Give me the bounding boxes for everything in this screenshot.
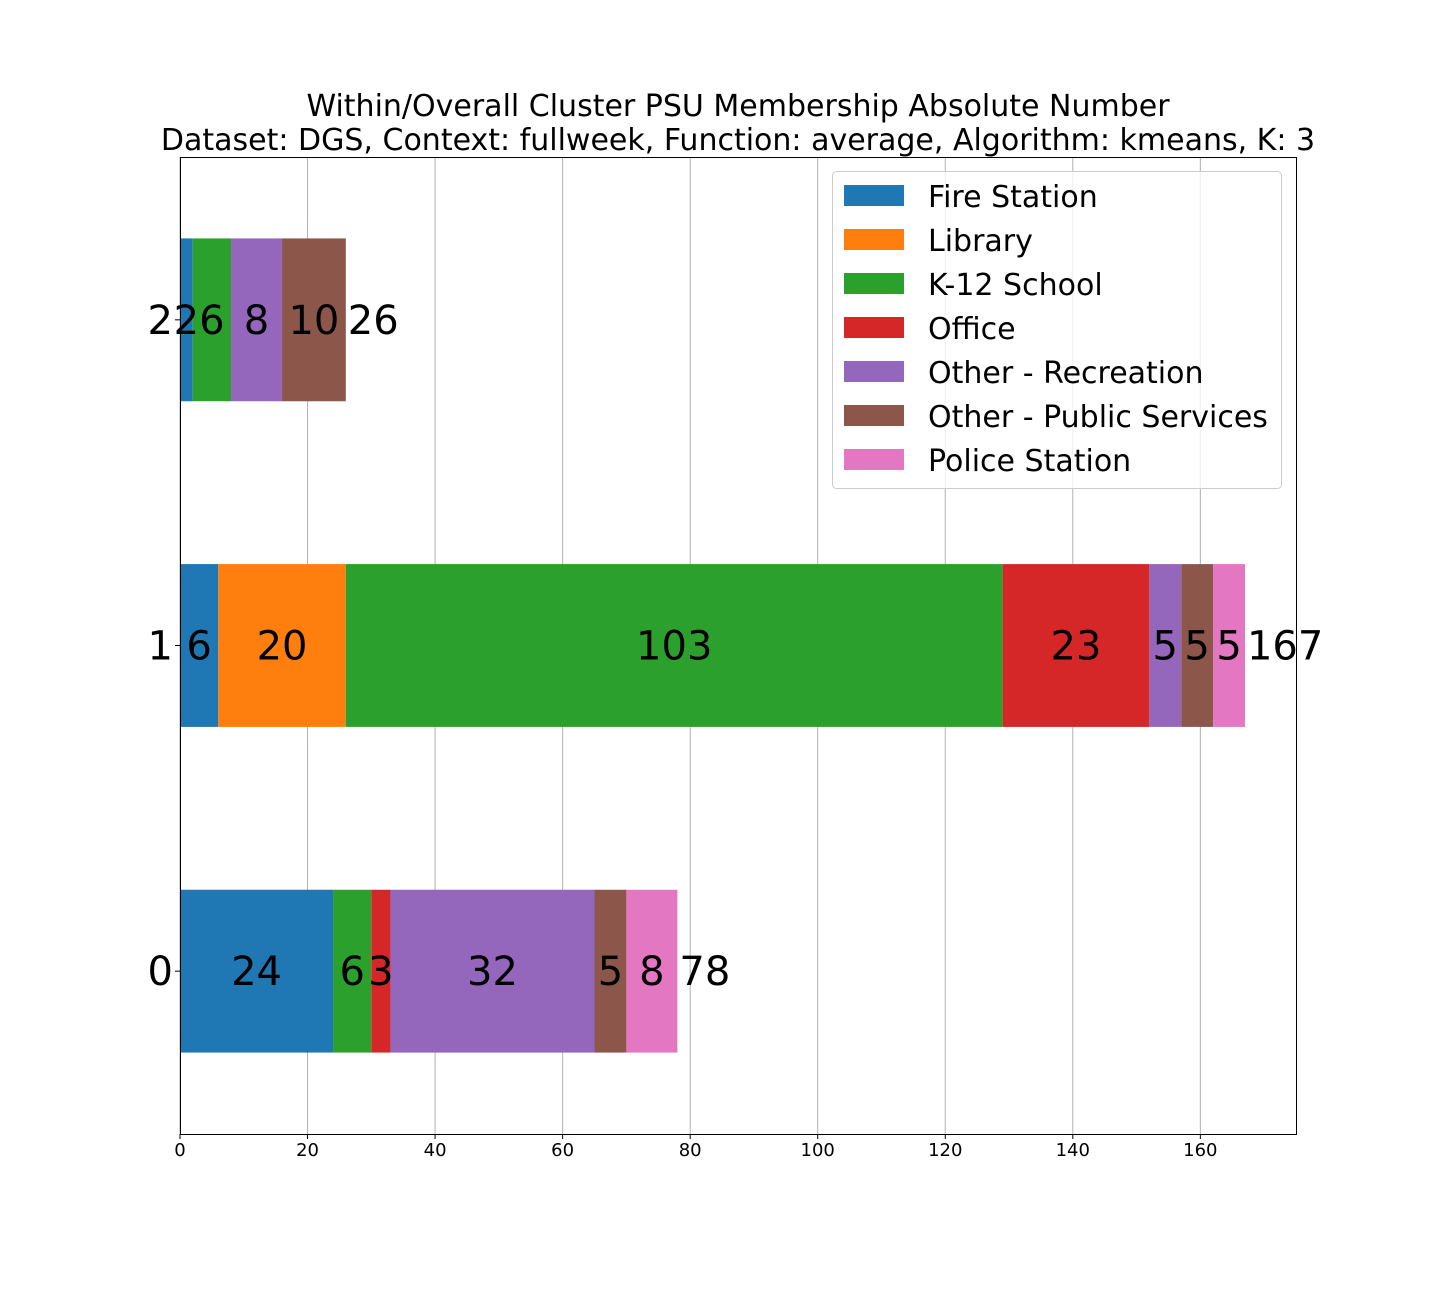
bar-segment: [345, 564, 1003, 727]
bar-segment: [180, 238, 193, 402]
x-tick-label: 140: [1056, 1140, 1090, 1161]
x-tick-label: 100: [801, 1140, 835, 1161]
x-tick-label: 80: [679, 1140, 702, 1161]
bar-segment: [1149, 564, 1182, 727]
segment-value-label: 8: [244, 298, 269, 344]
segment-value-label: 6: [199, 298, 224, 344]
legend-label: Library: [928, 224, 1033, 259]
segment-value-label: 5: [598, 949, 623, 995]
plot-frame: [180, 157, 1297, 1135]
bar-segment: [1002, 564, 1150, 727]
legend-box: [832, 171, 1282, 489]
legend-swatch: [844, 229, 904, 250]
legend-label: Fire Station: [928, 180, 1098, 215]
y-axis: 0 1 2: [148, 298, 180, 995]
x-axis: 0 20 40 60 80 100 120 140 160: [174, 1134, 1218, 1161]
bar-segment: [218, 564, 346, 727]
x-tick-label: 20: [296, 1140, 319, 1161]
bar-segment: [594, 889, 627, 1053]
total-label: 167: [1247, 624, 1323, 670]
segment-value-label: 5: [1216, 624, 1241, 670]
segment-value-label: 10: [288, 298, 339, 344]
segment-value-label: 24: [231, 949, 282, 995]
legend-swatch: [844, 317, 904, 338]
segment-value-label: 3: [368, 949, 393, 995]
legend: Fire Station Library K-12 School Office Othe…: [832, 171, 1282, 489]
legend-swatch: [844, 273, 904, 294]
legend-label: K-12 School: [928, 268, 1103, 303]
bar-segment: [626, 889, 678, 1053]
category-label: 2: [148, 298, 173, 344]
segment-value-label: 23: [1051, 624, 1102, 670]
x-tick-label: 120: [928, 1140, 962, 1161]
category-label: 1: [148, 624, 173, 670]
legend-label: Office: [928, 312, 1016, 347]
segment-value-label: 20: [257, 624, 308, 670]
x-tick-label: 0: [174, 1140, 185, 1161]
chart-title: Within/Overall Cluster PSU Membership Ab…: [306, 89, 1170, 124]
x-tick-label: 40: [424, 1140, 447, 1161]
bar-segment: [282, 238, 346, 402]
segment-value-label: 8: [639, 949, 664, 995]
total-label: 26: [348, 298, 399, 344]
legend-label: Police Station: [928, 444, 1131, 479]
legend-swatch: [844, 449, 904, 470]
total-label: 78: [679, 949, 730, 995]
bar-segment: [390, 889, 595, 1053]
legend-label: Other - Public Services: [928, 400, 1268, 435]
legend-swatch: [844, 405, 904, 426]
bar-segment: [1181, 564, 1214, 727]
bars: [180, 238, 1245, 1053]
segment-value-label: 5: [1184, 624, 1209, 670]
segment-value-label: 103: [636, 624, 712, 670]
bar-segment: [180, 889, 334, 1053]
bar-segment: [1213, 564, 1245, 727]
x-tick-label: 60: [551, 1140, 574, 1161]
legend-swatch: [844, 361, 904, 382]
segment-value-label: 2: [174, 298, 199, 344]
legend-label: Other - Recreation: [928, 356, 1204, 391]
chart-subtitle: Dataset: DGS, Context: fullweek, Functio…: [161, 123, 1315, 158]
segment-value-label: 5: [1153, 624, 1178, 670]
segment-value-label: 32: [467, 949, 518, 995]
segment-value-label: 6: [339, 949, 364, 995]
bar-segment: [333, 889, 372, 1053]
bar-segment: [371, 889, 391, 1053]
legend-swatch: [844, 185, 904, 206]
bar-segment: [180, 564, 219, 727]
bar-segment: [192, 238, 232, 402]
segment-value-label: 6: [186, 624, 211, 670]
bar-segment: [231, 238, 283, 402]
category-label: 0: [148, 949, 173, 995]
x-tick-label: 160: [1183, 1140, 1217, 1161]
